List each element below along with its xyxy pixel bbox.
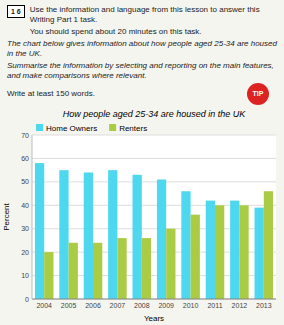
bar [264,191,273,299]
bar [206,201,215,299]
bar [59,170,68,299]
y-tick-label: 60 [21,155,29,162]
y-tick-label: 50 [21,178,29,185]
y-tick-label: 0 [25,296,29,303]
bar [239,205,248,299]
y-tick-label: 20 [21,249,29,256]
plot-bg [32,135,276,299]
bar [255,208,264,299]
header-col: Use the information and language from th… [30,5,277,37]
header-line: Write at least 150 words. [7,89,95,99]
x-tick-label: 2007 [110,302,126,309]
y-tick-label: 70 [21,132,29,139]
header-line: Use the information and language from th… [30,5,277,25]
legend-label: Renters [119,124,147,133]
bar [166,229,175,299]
y-tick-label: 40 [21,202,29,209]
x-tick-label: 2004 [36,302,52,309]
x-tick-label: 2009 [158,302,174,309]
chart: How people aged 25-34 are housed in the … [0,107,284,325]
bar [69,243,78,299]
legend: Home Owners Renters [36,124,147,133]
bar [142,238,151,299]
title: How people aged 25-34 are housed in the … [63,109,247,119]
legend-label: Home Owners [46,124,97,133]
x-tick-label: 2005 [61,302,77,309]
bar [108,170,117,299]
bar [117,238,126,299]
tip-badge: TIP [247,83,269,105]
header-row: 1 6 Use the information and language from… [7,5,277,37]
bar [44,252,53,299]
header: 1 6 Use the information and language from… [0,0,284,107]
x-tick-label: 2010 [183,302,199,309]
header-line: Summarise the information by selecting a… [7,61,277,71]
x-axis-label: Years [144,314,164,323]
x-tick-label: 2008 [134,302,150,309]
x-tick-label: 2012 [232,302,248,309]
bar [230,201,239,299]
legend-swatch [36,124,43,131]
header-line: You should spend about 20 minutes on thi… [30,27,277,37]
x-axis-line [32,299,276,300]
y-axis-label: Percent [2,202,11,230]
x-tick-label: 2011 [207,302,222,309]
bar [35,163,44,299]
x-tick-label: 2006 [85,302,101,309]
bar [84,172,93,299]
grid-line [32,299,276,300]
chart-svg: How people aged 25-34 are housed in the … [0,107,284,325]
bar [133,175,142,299]
y-axis-line [32,135,33,299]
bar [157,180,166,299]
y-tick-label: 10 [21,272,29,279]
y-tick-label: 30 [21,225,29,232]
header-line: and make comparisons where relevant. [7,71,277,81]
bar [215,205,224,299]
header-row: Write at least 150 words. TIP [7,83,277,105]
grid-line [32,158,276,159]
bar [181,191,190,299]
grid-line [32,135,276,136]
x-tick-label: 2013 [256,302,272,309]
box-label: 1 6 [7,5,25,18]
bars [35,163,273,299]
bar [93,243,102,299]
bar [191,215,200,299]
legend-swatch [109,124,116,131]
header-line: The chart below gives information about … [7,39,277,59]
